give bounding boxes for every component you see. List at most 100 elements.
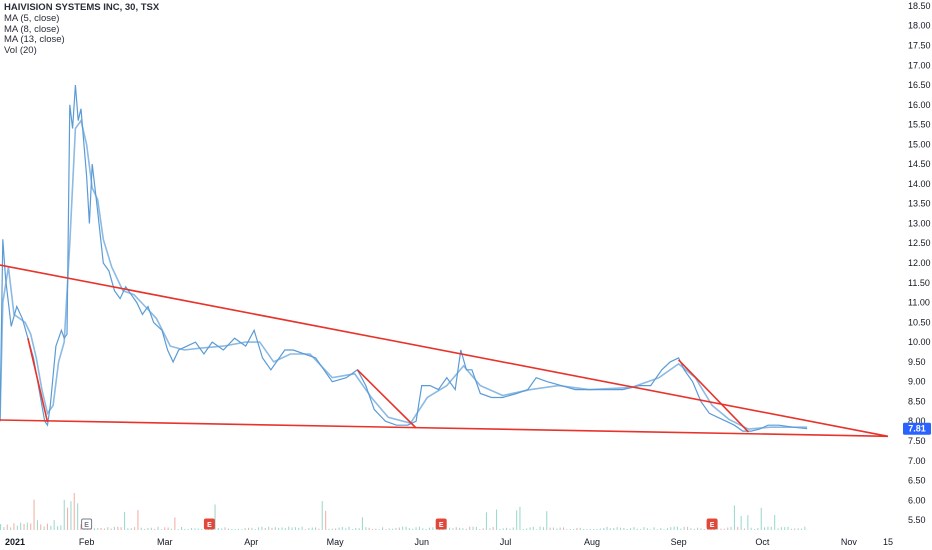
volume-bar — [93, 528, 95, 530]
earnings-marker[interactable]: E — [203, 518, 215, 530]
volume-bar — [348, 526, 350, 530]
earnings-badge[interactable] — [706, 518, 718, 530]
volume-bar — [0, 524, 2, 530]
volume-bar — [747, 515, 749, 530]
trendline[interactable] — [0, 419, 889, 438]
indicator-ma13[interactable]: MA (13, close) — [4, 34, 65, 46]
volume-bar — [321, 501, 323, 530]
volume-bar — [475, 526, 477, 530]
volume-bar — [784, 527, 786, 530]
earnings-marker[interactable]: E — [435, 518, 447, 530]
volume-bar — [291, 527, 293, 530]
volume-bar — [382, 527, 384, 530]
volume-bar — [452, 528, 454, 530]
volume-bar — [214, 504, 216, 530]
volume-bar — [757, 528, 759, 530]
earnings-marker[interactable]: E — [81, 518, 93, 530]
trendlines — [0, 264, 889, 438]
last-price-badge — [903, 422, 931, 435]
volume-bar — [103, 528, 105, 530]
volume-bar — [690, 528, 692, 530]
indicator-ma8[interactable]: MA (8, close) — [4, 23, 60, 35]
volume-bar — [110, 528, 112, 530]
volume-bar — [794, 528, 796, 530]
volume-bar — [703, 529, 705, 530]
volume-bar — [325, 510, 327, 530]
volume-bar — [191, 527, 193, 530]
volume-bar — [341, 527, 343, 530]
trendline[interactable] — [0, 264, 889, 438]
y-tick-label: 16.00 — [908, 100, 931, 110]
volume-bar — [248, 527, 250, 530]
volume-bar — [23, 524, 25, 530]
volume-bar — [408, 528, 410, 530]
volume-bar — [97, 528, 99, 530]
volume-bar — [623, 528, 625, 530]
price-line — [0, 84, 808, 432]
volume-bar — [563, 527, 565, 530]
trendline[interactable] — [27, 338, 49, 423]
volume-bar — [596, 529, 598, 530]
volume-bar — [509, 528, 511, 530]
volume-bar — [315, 527, 317, 530]
volume-bar — [432, 527, 434, 530]
y-tick-label: 12.00 — [908, 258, 931, 268]
volume-bar — [425, 528, 427, 530]
volume-bar — [428, 527, 430, 530]
volume-bar — [660, 528, 662, 530]
volume-bar — [512, 527, 514, 530]
earnings-badge[interactable] — [203, 518, 215, 530]
volume-bar — [683, 526, 685, 530]
volume-bar — [589, 528, 591, 530]
volume-bar — [60, 525, 62, 530]
volume-bar — [117, 526, 119, 530]
volume-bar — [680, 528, 682, 530]
x-tick-label: Nov — [841, 537, 858, 547]
volume-bar — [449, 527, 451, 530]
volume-bar — [687, 526, 689, 530]
volume-bar — [197, 528, 199, 530]
trendline[interactable] — [356, 369, 417, 429]
volume-bar — [650, 529, 652, 530]
earnings-marker[interactable]: E — [706, 518, 718, 530]
volume-bar — [566, 529, 568, 530]
volume-bar — [606, 526, 608, 530]
volume-bar — [767, 526, 769, 530]
volume-bar — [599, 528, 601, 530]
volume-bar — [278, 527, 280, 530]
volume-bar — [743, 528, 745, 530]
volume-bar — [579, 527, 581, 530]
earnings-badge[interactable] — [81, 518, 93, 530]
volume-bar — [160, 529, 162, 530]
trendline[interactable] — [678, 359, 749, 433]
indicator-volume[interactable]: Vol (20) — [4, 45, 37, 57]
volume-bar — [184, 528, 186, 530]
volume-bar — [26, 522, 28, 530]
volume-bar — [174, 517, 176, 530]
indicator-ma5[interactable]: MA (5, close) — [4, 12, 60, 24]
volume-bar — [241, 529, 243, 530]
earnings-label: E — [207, 522, 212, 529]
volume-bar — [311, 527, 313, 530]
volume-bar — [412, 528, 414, 530]
volume-bar — [100, 528, 102, 530]
volume-bar — [713, 529, 715, 530]
volume-bar — [234, 529, 236, 530]
volume-bar — [479, 529, 481, 530]
y-tick-label: 18.00 — [908, 21, 931, 31]
time-axis[interactable]: 2021 Feb Mar Apr May Jun Jul Aug Sep Oct Nov 15 — [5, 537, 893, 547]
volume-bar — [774, 515, 776, 530]
price-axis[interactable]: 18.50 18.00 17.50 17.00 16.50 16.00 15.50 15.00… — [903, 1, 931, 525]
earnings-badge[interactable] — [435, 518, 447, 530]
volume-bar — [164, 527, 166, 530]
symbol-title[interactable]: HAIVISION SYSTEMS INC, 30, TSX — [4, 2, 160, 13]
y-tick-label: 6.50 — [908, 476, 926, 486]
volume-bar — [522, 529, 524, 530]
x-tick-label: May — [327, 537, 345, 547]
volume-bar — [124, 511, 126, 530]
x-tick-label: Oct — [755, 537, 770, 547]
volume-bar — [231, 529, 233, 530]
x-tick-label: Apr — [244, 537, 258, 547]
